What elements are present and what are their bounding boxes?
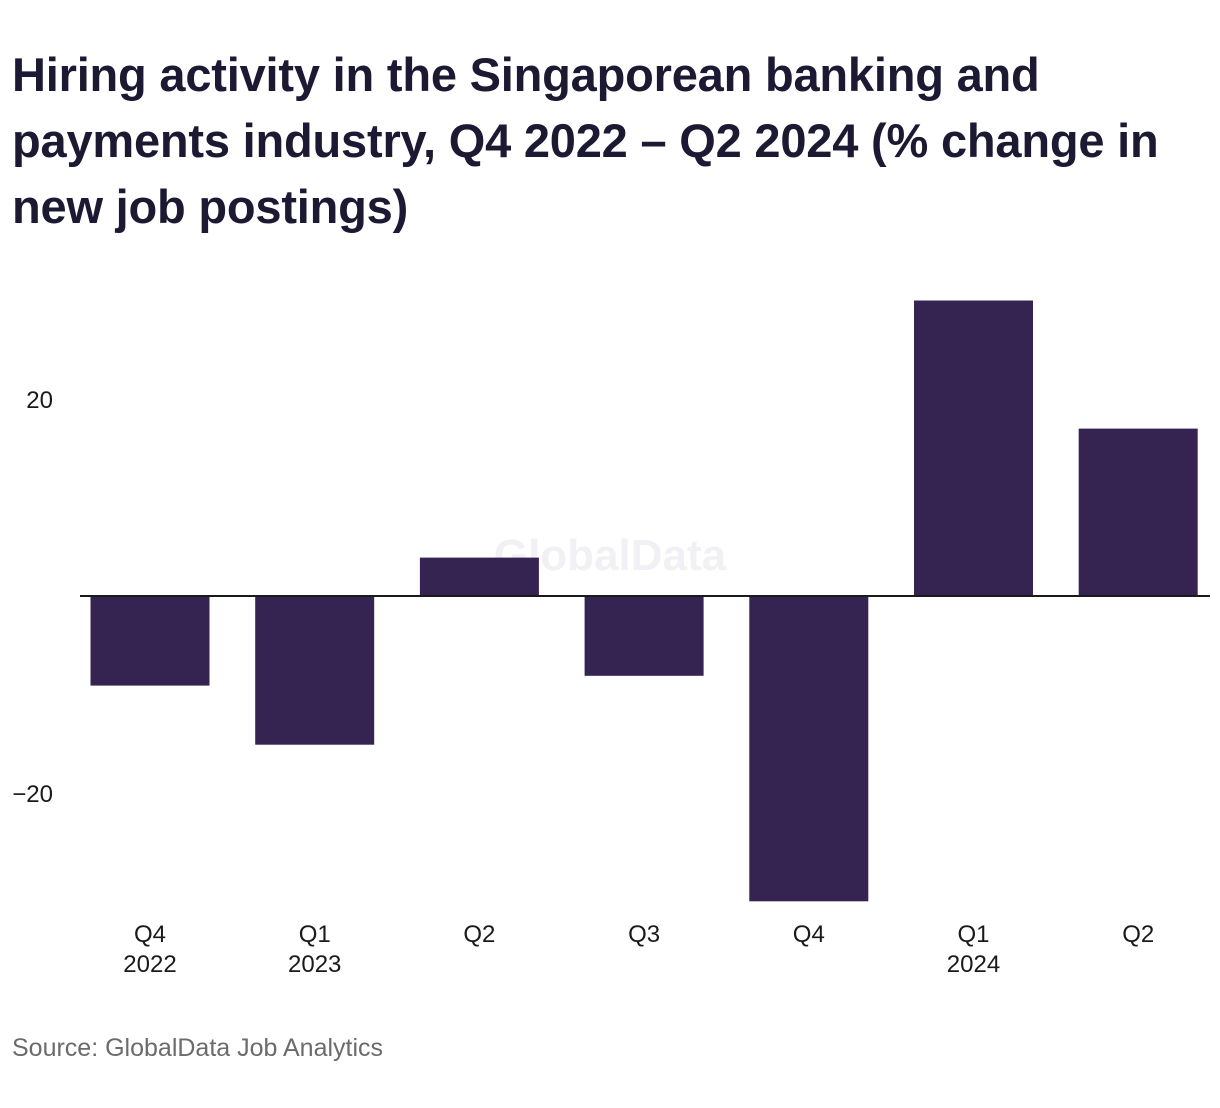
x-tick-year-label: 2023 [288,951,341,978]
bar-0 [90,596,210,686]
x-tick-year-label: 2022 [123,951,176,978]
x-tick-label: Q4 [793,921,825,948]
source-note: Source: GlobalData Job Analytics [12,1034,384,1062]
bar-6 [1078,428,1198,596]
chart-title: Hiring activity in the Singaporean banki… [12,48,1159,233]
y-tick-label: −20 [12,781,53,808]
bar-3 [584,596,704,676]
bar-5 [914,300,1033,596]
x-tick-label: Q1 [957,921,989,948]
x-tick-label: Q2 [1122,921,1154,948]
bar-4 [749,596,869,902]
x-tick-label: Q2 [463,921,495,948]
x-tick-label: Q4 [134,921,166,948]
bar-2 [419,557,539,596]
x-axis-ticks: Q4 2022 Q1 2023 Q2 Q3 Q4 Q1 2024 Q2 [123,921,1154,978]
bars-group [90,300,1198,902]
x-tick-label: Q3 [628,921,660,948]
x-tick-year-label: 2024 [947,951,1000,978]
bar-1 [255,596,375,745]
x-tick-label: Q1 [299,921,331,948]
y-axis-ticks: −20 20 [12,387,53,808]
y-tick-label: 20 [26,387,53,414]
